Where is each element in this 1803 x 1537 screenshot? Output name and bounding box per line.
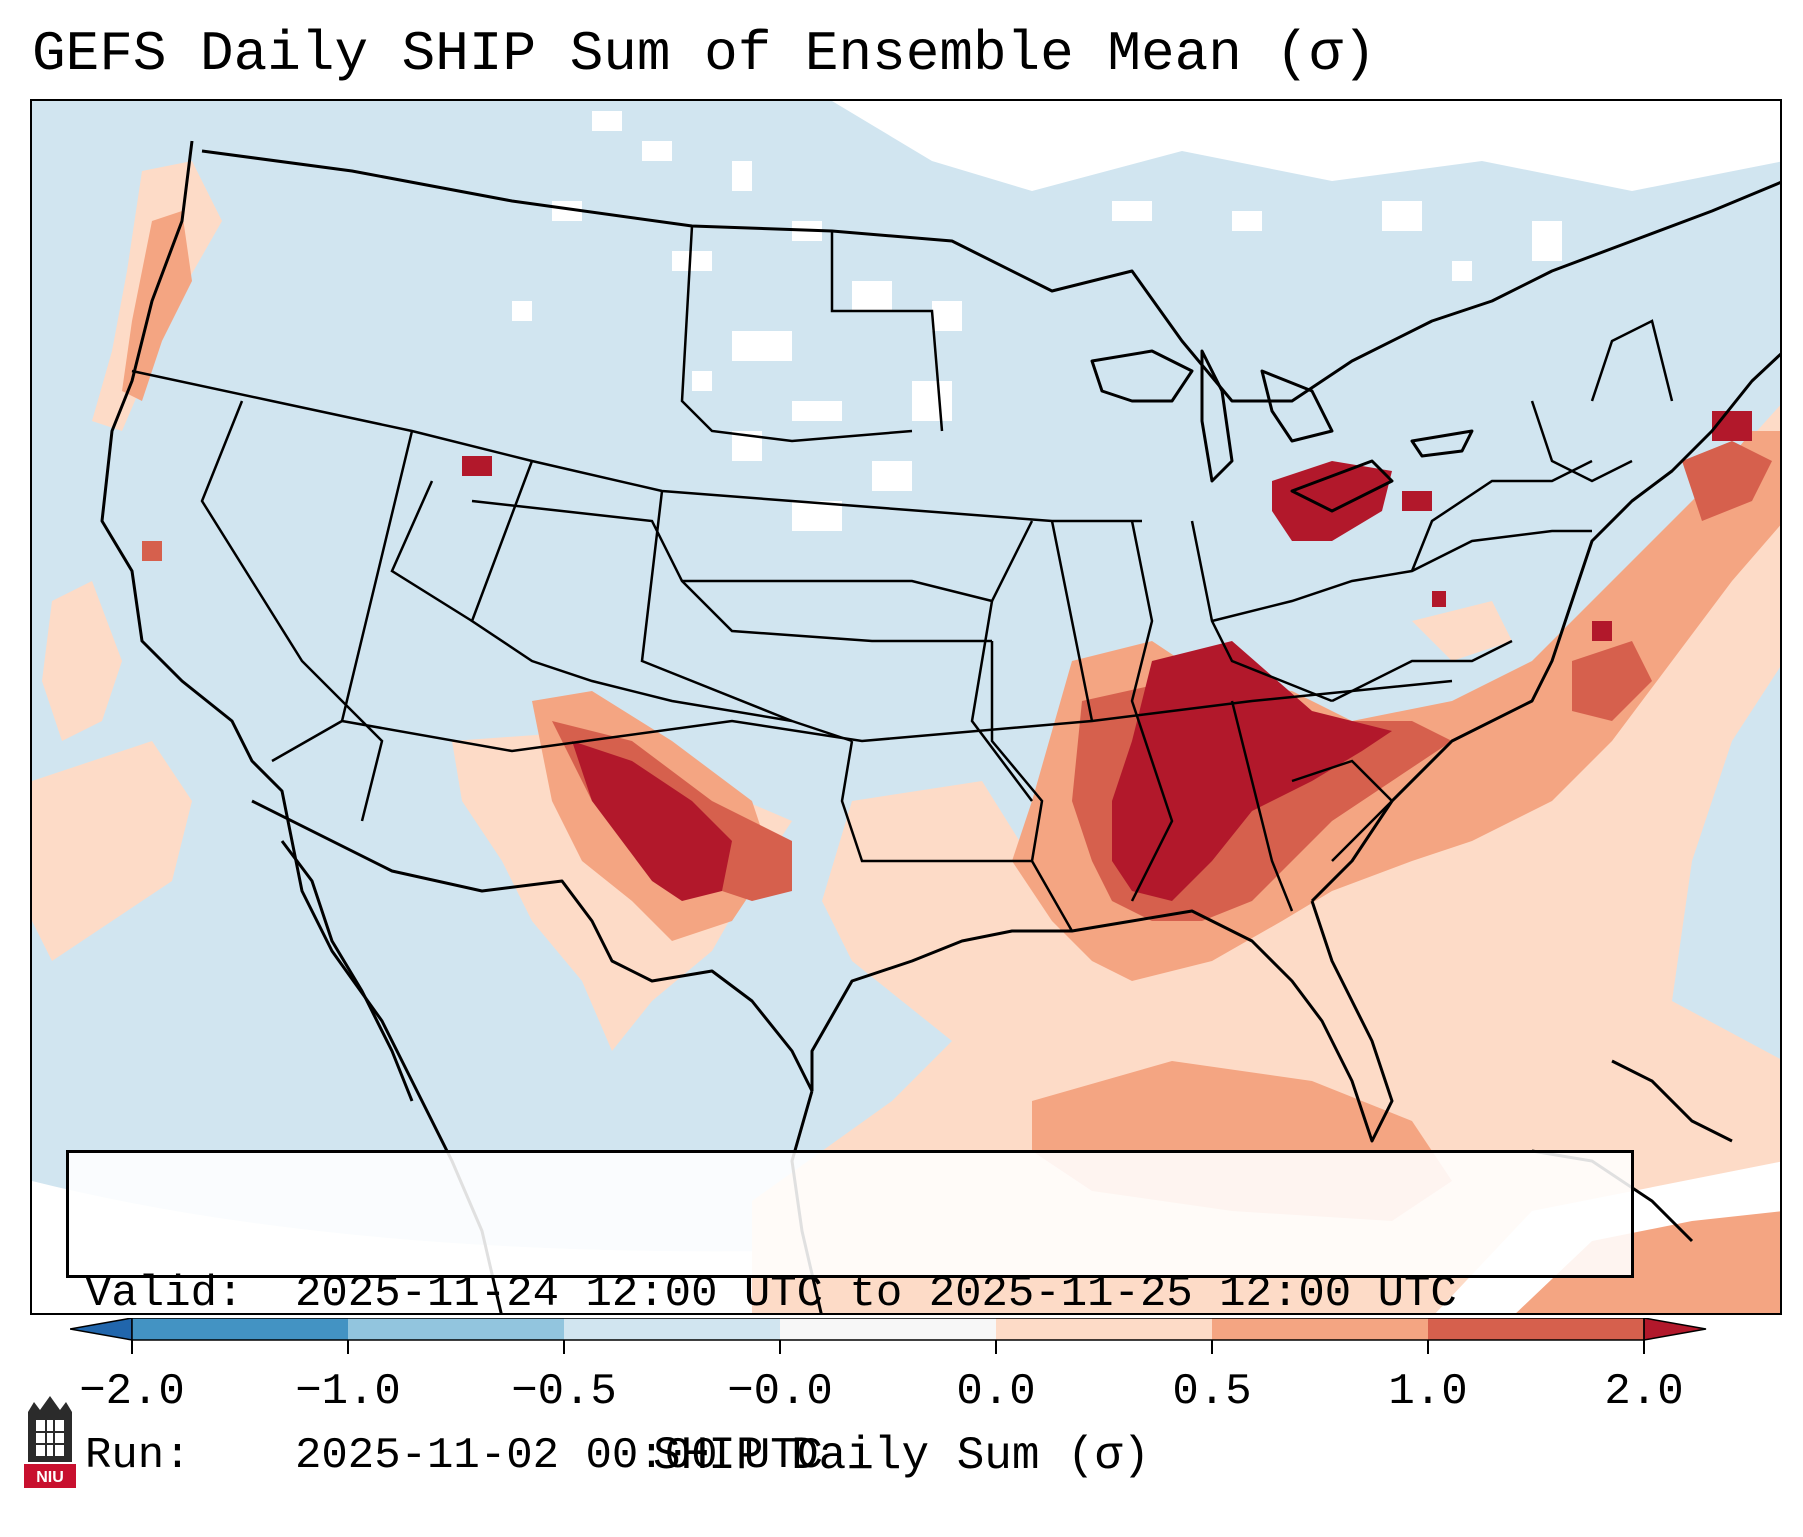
bahamas-coast (1611, 1059, 1733, 1143)
valid-key: Valid: (85, 1269, 244, 1319)
canada-border (201, 149, 1780, 403)
map-panel (30, 99, 1782, 1315)
colorbar-segment (1212, 1318, 1428, 1340)
anomaly-map (32, 101, 1780, 1313)
colorbar-tick-label: 0.5 (1172, 1367, 1252, 1417)
colorbar-label: SHIP Daily Sum (σ) (653, 1430, 1150, 1482)
niu-logo-icon: NIU (24, 1396, 76, 1488)
west-coastline (100, 140, 503, 1313)
lake-huron (1260, 369, 1334, 443)
near-zero-patches (512, 101, 1780, 531)
colorbar-extend-low (70, 1318, 133, 1341)
lake-superior (1090, 349, 1194, 403)
colorbar-tick-label: −0.5 (511, 1367, 617, 1417)
validity-info-box: Valid: 2025-11-24 12:00 UTC to 2025-11-25… (66, 1150, 1634, 1481)
colorbar-tick-label: 2.0 (1604, 1367, 1684, 1417)
baja-coast (280, 840, 414, 1102)
colorbar-segment (348, 1318, 564, 1340)
run-value: 2025-11-02 00:00 UTC (295, 1431, 824, 1481)
map-title: GEFS Daily SHIP Sum of Ensemble Mean (σ) (32, 22, 1377, 86)
colorbar-segment (996, 1318, 1212, 1340)
anomaly-above-2p0 (462, 411, 1752, 901)
state-borders (131, 225, 1674, 932)
run-row: Run: 2025-11-02 00:00 UTC (85, 1429, 1631, 1483)
lake-michigan (1200, 349, 1234, 483)
us-mexico-border (251, 799, 814, 1092)
gulf-coast (810, 900, 1394, 1143)
colorbar-tick-label: −0.0 (727, 1367, 833, 1417)
colorbar-tick-label: −2.0 (79, 1367, 185, 1417)
colorbar-segment (780, 1318, 996, 1340)
run-key: Run: (85, 1431, 191, 1481)
niu-logo-text: NIU (36, 1469, 64, 1486)
colorbar-tick-label: 0.0 (956, 1367, 1036, 1417)
lake-erie (1290, 459, 1394, 513)
colorbar-segment (564, 1318, 780, 1340)
colorbar-extend-high (1643, 1318, 1707, 1341)
colorbar-segment (1428, 1318, 1644, 1340)
lake-ontario (1410, 429, 1474, 458)
colorbar-tick-label: 1.0 (1388, 1367, 1468, 1417)
valid-row: Valid: 2025-11-24 12:00 UTC to 2025-11-25… (85, 1267, 1631, 1321)
colorbar-outline (131, 1318, 1645, 1341)
valid-value: 2025-11-24 12:00 UTC to 2025-11-25 12:00… (295, 1269, 1457, 1319)
colorbar (70, 1318, 1707, 1354)
colorbar-segment (132, 1318, 348, 1340)
colorbar-tick-label: −1.0 (295, 1367, 401, 1417)
